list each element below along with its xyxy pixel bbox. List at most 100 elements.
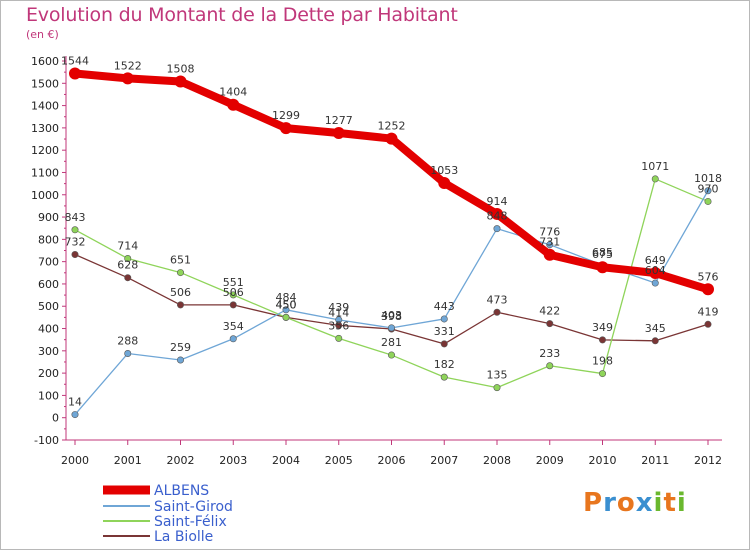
x-tick-label: 2011 (641, 454, 669, 467)
x-tick-label: 2002 (167, 454, 195, 467)
x-tick-label: 2003 (219, 454, 247, 467)
data-point (493, 384, 501, 392)
y-tick-label: 1300 (31, 122, 59, 135)
data-label: 776 (539, 226, 560, 239)
data-label: 843 (65, 211, 86, 224)
data-label: 439 (328, 301, 349, 314)
data-label: 422 (539, 305, 560, 318)
logo-letter: t (663, 488, 677, 518)
x-tick-label: 2004 (272, 454, 300, 467)
y-tick-label: 300 (38, 345, 59, 358)
data-label: 135 (487, 369, 508, 382)
data-point (704, 320, 712, 328)
y-tick-label: 600 (38, 278, 59, 291)
data-point (649, 267, 662, 280)
data-label: 354 (223, 320, 244, 333)
data-label: 506 (170, 286, 191, 299)
data-label: 685 (592, 246, 613, 259)
data-label: 1508 (167, 63, 195, 76)
x-tick-label: 2010 (589, 454, 617, 467)
data-label: 731 (539, 236, 560, 249)
data-label: 349 (592, 321, 613, 334)
data-point (124, 274, 132, 282)
data-label: 450 (276, 298, 297, 311)
data-point (282, 306, 290, 314)
x-tick-label: 2009 (536, 454, 564, 467)
legend-label: Saint-Girod (154, 499, 233, 515)
logo-letter: i (676, 488, 687, 518)
data-label: 1053 (430, 164, 458, 177)
data-point (71, 251, 79, 259)
data-label: 848 (487, 210, 508, 223)
data-point (229, 301, 237, 309)
data-label: 259 (170, 341, 191, 354)
data-point (332, 127, 345, 140)
data-label: 914 (487, 195, 508, 208)
data-point (704, 197, 712, 205)
data-point (335, 334, 343, 342)
data-point (71, 226, 79, 234)
logo-letter: x (635, 488, 654, 518)
data-point (282, 313, 290, 321)
data-point (702, 283, 714, 296)
data-label: 419 (698, 305, 719, 318)
data-point (124, 349, 132, 357)
y-tick-label: 200 (38, 367, 59, 380)
data-label: 1018 (694, 172, 722, 185)
logo-letter: P (583, 488, 604, 518)
data-point (491, 207, 503, 220)
y-tick-label: 900 (38, 211, 59, 224)
data-label: 356 (328, 319, 349, 332)
y-tick-label: 0 (52, 412, 59, 425)
data-label: 628 (117, 259, 138, 272)
data-label: 345 (645, 322, 666, 335)
data-label: 14 (68, 396, 82, 409)
data-point (651, 175, 659, 183)
data-label: 443 (434, 300, 455, 313)
data-point (121, 72, 134, 85)
chart-subtitle: (en €) (26, 28, 59, 41)
y-tick-label: 1100 (31, 166, 59, 179)
x-tick-label: 2001 (114, 454, 142, 467)
data-point (440, 340, 448, 348)
data-label: 1522 (114, 59, 142, 72)
y-tick-label: 1000 (31, 189, 59, 202)
data-point (546, 362, 554, 370)
data-point (598, 336, 606, 344)
chart-title: Evolution du Montant de la Dette par Hab… (26, 4, 458, 26)
data-point (704, 187, 712, 195)
logo-letter: o (616, 488, 636, 518)
series-line-saint-girod (74, 190, 709, 416)
data-point (493, 308, 501, 316)
data-label: 1544 (61, 54, 89, 67)
x-tick-label: 2005 (325, 454, 353, 467)
data-point (177, 301, 185, 309)
data-label: 484 (276, 291, 297, 304)
data-label: 714 (117, 240, 138, 253)
data-label: 506 (223, 286, 244, 299)
x-tick-label: 2007 (430, 454, 458, 467)
y-tick-label: 1400 (31, 100, 59, 113)
data-label: 288 (117, 334, 138, 347)
y-tick-label: 700 (38, 256, 59, 269)
data-label: 604 (645, 264, 666, 277)
data-point (440, 373, 448, 381)
data-label: 551 (223, 276, 244, 289)
data-point (174, 75, 187, 88)
data-label: 651 (170, 254, 191, 267)
data-point (177, 356, 185, 364)
data-point (71, 411, 79, 419)
y-tick-label: 800 (38, 233, 59, 246)
data-label: 198 (592, 355, 613, 368)
data-point (227, 98, 240, 111)
x-tick-label: 2008 (483, 454, 511, 467)
data-point (177, 269, 185, 277)
data-point (543, 248, 556, 261)
data-point (280, 122, 292, 135)
data-point (440, 315, 448, 323)
data-point (387, 351, 395, 359)
data-label: 450 (276, 298, 297, 311)
data-label: 1404 (219, 86, 247, 99)
